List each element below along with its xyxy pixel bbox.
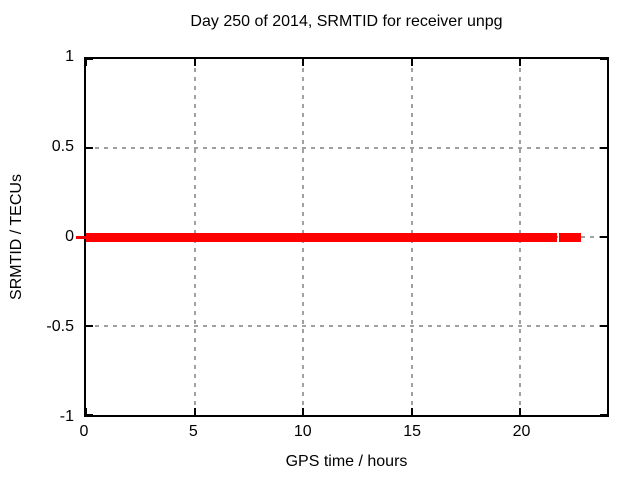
x-tick-mirror — [85, 59, 87, 66]
x-tick-label: 5 — [188, 423, 198, 440]
x-axis-title: GPS time / hours — [285, 453, 408, 470]
x-tick-label: 20 — [512, 423, 531, 440]
x-tick-label: 0 — [79, 423, 89, 440]
x-tick — [302, 408, 305, 415]
chart-title: Day 250 of 2014, SRMTID for receiver unp… — [190, 13, 503, 30]
y-tick — [86, 325, 93, 327]
x-tick — [193, 408, 196, 415]
x-tick-mirror — [410, 59, 413, 66]
y-gridline — [86, 325, 607, 327]
x-tick — [519, 408, 522, 415]
zero-tick-overhang — [76, 235, 86, 239]
y-tick-mirror — [600, 325, 607, 327]
y-tick-label: 0.5 — [51, 138, 74, 155]
y-tick-label: 0 — [65, 228, 74, 245]
y-tick — [86, 147, 93, 149]
y-tick-mirror — [600, 236, 607, 238]
y-tick-mirror — [600, 147, 607, 149]
y-tick-label: 1 — [65, 48, 74, 65]
y-gridline — [86, 147, 607, 149]
data-series-segment — [559, 232, 581, 242]
x-tick-label: 15 — [403, 423, 422, 440]
y-tick-mirror — [600, 58, 607, 60]
x-tick — [410, 408, 413, 415]
plot-area — [76, 57, 609, 417]
plot-canvas — [76, 58, 607, 416]
data-series-segment — [86, 232, 558, 242]
x-tick-mirror — [302, 59, 305, 66]
x-tick — [85, 408, 87, 415]
y-tick — [86, 58, 93, 60]
y-tick-mirror — [600, 414, 607, 416]
y-tick-label: -0.5 — [46, 318, 74, 335]
x-tick-label: 10 — [293, 423, 312, 440]
y-tick-label: -1 — [59, 408, 74, 425]
x-tick-mirror — [193, 59, 196, 66]
y-axis-title: SRMTID / TECUs — [8, 174, 25, 300]
x-tick-mirror — [519, 59, 522, 66]
y-tick — [86, 414, 93, 416]
